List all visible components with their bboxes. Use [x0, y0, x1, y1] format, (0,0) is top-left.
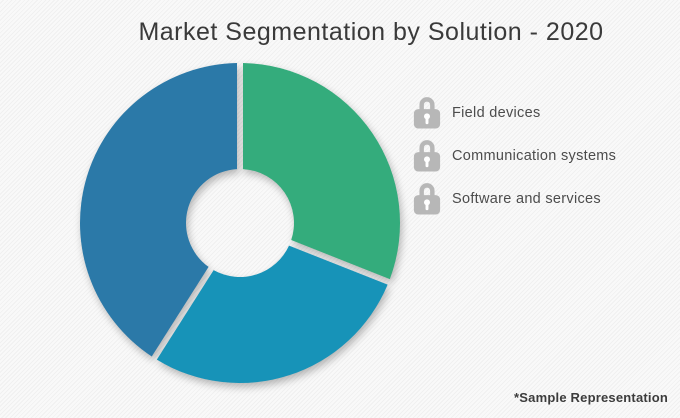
donut-segment-field-devices [243, 63, 400, 280]
legend-item-communication-systems: Communication systems [413, 139, 616, 172]
donut-segment-software-and-services [80, 63, 237, 357]
donut-segment-communication-systems [156, 245, 388, 383]
legend-label: Communication systems [452, 147, 617, 164]
legend-label: Field devices [452, 104, 541, 121]
legend-item-field-devices: Field devices [413, 96, 616, 129]
lock-icon [413, 183, 441, 215]
footnote: *Sample Representation [514, 390, 668, 405]
legend-label: Software and services [452, 190, 601, 207]
donut-wedges [80, 63, 400, 383]
legend-item-software-and-services: Software and services [413, 182, 616, 215]
chart-title: Market Segmentation by Solution - 2020 [138, 18, 604, 46]
lock-icon [413, 140, 441, 172]
legend: Field devices Communication systems Soft… [413, 96, 616, 225]
lock-icon [413, 97, 441, 129]
